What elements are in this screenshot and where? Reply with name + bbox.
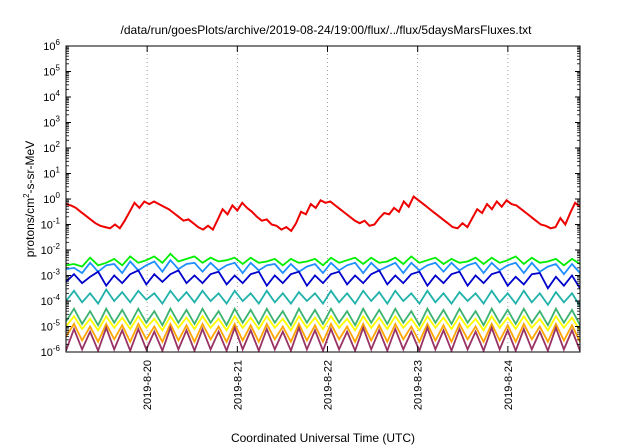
- series-line-9: [66, 325, 580, 352]
- y-axis-label: protons/cm2-s-sr-MeV: [22, 141, 37, 257]
- y-tick-label: 10-6: [41, 344, 61, 359]
- series-line-8: [66, 321, 580, 344]
- series-line-7: [66, 314, 580, 332]
- y-tick-label: 10-1: [41, 217, 61, 232]
- x-axis-label: Coordinated Universal Time (UTC): [231, 431, 415, 445]
- series-line-3: [66, 258, 580, 276]
- x-tick-label: 2019-8-21: [232, 360, 244, 410]
- y-axis: 106 105 104 103 102 101 100 10-1 10-2 10-3 10-4 10-…: [41, 38, 580, 359]
- x-tick-label: 2019-8-22: [323, 360, 335, 410]
- y-tick-label: 105: [43, 64, 60, 79]
- y-tick-label: 104: [43, 89, 60, 104]
- series-line-4: [66, 269, 580, 291]
- y-tick-label: 10-5: [41, 319, 61, 334]
- series-group: [66, 194, 580, 352]
- series-line-6: [66, 306, 580, 328]
- x-axis: 2019-8-20 2019-8-21 2019-8-22 2019-8-23 2019…: [142, 46, 515, 410]
- y-tick-label: 101: [43, 166, 60, 181]
- y-tick-label: 103: [43, 115, 60, 130]
- x-tick-label: 2019-8-23: [413, 360, 425, 410]
- y-tick-label: 10-3: [41, 268, 61, 283]
- y-tick-label: 102: [43, 140, 60, 155]
- x-tick-label: 2019-8-24: [503, 360, 515, 410]
- series-line-1: [66, 194, 580, 233]
- y-tick-label: 106: [43, 38, 60, 53]
- plot-area: [66, 46, 580, 352]
- x-tick-label: 2019-8-20: [142, 360, 154, 410]
- y-tick-label: 100: [43, 191, 60, 206]
- chart-title: /data/run/goesPlots/archive/2019-08-24/1…: [121, 23, 533, 37]
- y-tick-label: 10-2: [41, 242, 61, 257]
- series-line-5: [66, 287, 580, 307]
- series-line-2: [66, 252, 580, 268]
- y-tick-label: 10-4: [41, 293, 61, 308]
